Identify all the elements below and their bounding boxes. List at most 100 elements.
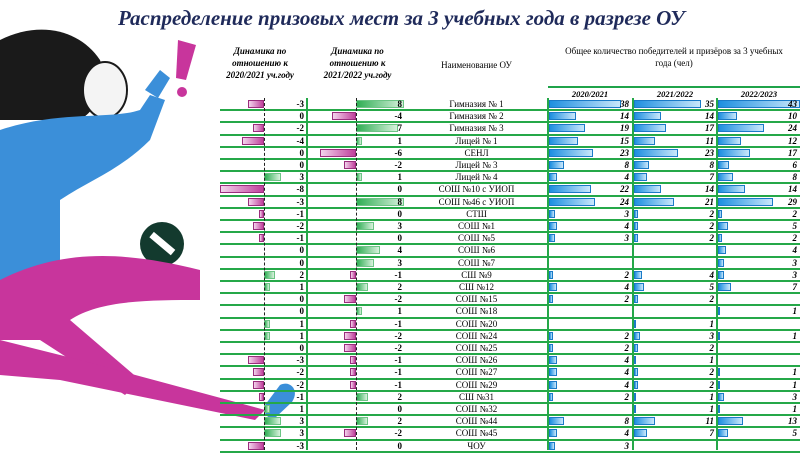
count-value-2020/2021: 8 [624,416,630,427]
count-bar-2020/2021 [549,197,595,206]
count-bar-2022/2023 [718,112,737,121]
dynamics-2020-value: -1 [296,233,305,244]
count-value-2021/2022: 1 [709,355,715,366]
count-bar-2021/2022 [634,295,638,304]
table-row: 2 -1 СШ №9 2 4 3 [220,269,800,281]
row-divider [220,109,800,112]
school-name: СОШ №25 [455,343,498,353]
column-divider [306,98,308,450]
count-value-2022/2023: 5 [792,221,798,231]
header-line: отношению к [329,58,386,68]
dynamics-2020-value: -2 [296,367,305,378]
count-bar-2022/2023 [718,270,724,279]
count-bar-2020/2021 [549,148,593,157]
school-name: СОШ №5 [458,233,495,244]
school-name: СОШ №32 [455,404,498,414]
table-row: 0 -4 Гимназия № 2 14 14 10 [220,110,800,122]
count-bar-2021/2022 [634,417,655,426]
school-name: СОШ №20 [455,318,498,329]
count-bar-2020/2021 [549,100,622,108]
row-divider [220,182,800,185]
school-name: СОШ №18 [455,306,498,317]
dynamics-2020-value: 0 [299,306,305,317]
count-value-2020/2021: 2 [624,269,630,280]
school-name: СШ №31 [459,391,494,402]
dynamics-2020-value: -8 [296,184,305,195]
dynamics-2020-bar [253,124,264,133]
count-value-2022/2023: 2 [792,208,798,219]
count-value-2022/2023: 17 [788,147,797,158]
count-bar-2022/2023 [718,307,720,316]
count-bar-2021/2022 [634,197,674,206]
school-name: СОШ №44 [455,416,498,427]
dynamics-2021-bar [332,112,356,121]
table-row: 0 4 СОШ №6 4 [220,244,800,256]
count-value-2021/2022: 2 [709,367,715,378]
row-divider [220,438,800,441]
count-value-2022/2023: 4 [792,245,798,256]
count-value-2021/2022: 14 [705,184,714,195]
count-bar-2020/2021 [549,136,578,145]
header-school-name: Наименование ОУ [441,60,512,70]
count-value-2021/2022: 2 [709,221,715,231]
table-row: -2 7 Гимназия № 3 19 17 24 [220,122,800,134]
school-name: СТШ [466,208,487,219]
header-total: Общее количество победителей и призёров … [548,45,800,69]
count-value-2020/2021: 4 [624,379,630,390]
dynamics-2020-bar [220,185,264,194]
row-divider [220,341,800,343]
year-header-2021: 2021/2022 [656,89,694,99]
dynamics-2021-bar [350,319,356,328]
count-value-2021/2022: 5 [709,282,715,292]
dynamics-2020-bar [253,222,264,230]
count-bar-2021/2022 [634,112,661,121]
count-value-2020/2021: 4 [624,221,630,231]
school-name: СОШ №6 [458,245,495,256]
dynamics-2020-bar [247,441,264,450]
row-divider [220,414,800,417]
count-bar-2021/2022 [634,331,640,340]
dynamics-2020-bar [258,234,264,243]
count-value-2021/2022: 7 [709,428,715,439]
count-value-2020/2021: 8 [624,160,630,170]
page-title: Распределение призовых мест за 3 учебных… [118,6,685,30]
dynamics-2020-value: 1 [299,318,305,329]
school-name: ЧОУ [467,440,486,451]
row-divider [220,304,800,307]
dynamics-2020-value: -3 [296,440,305,451]
dynamics-2020-bar [258,209,264,218]
year-header-2020: 2020/2021 [571,89,609,99]
zero-axis-dyn1 [264,98,265,450]
header-dynamics-2021: Динамика по отношению к 2021/2022 уч.год… [310,45,405,81]
school-name: Лицей № 3 [455,160,498,170]
count-value-2020/2021: 3 [624,233,630,244]
count-bar-2021/2022 [634,344,638,352]
dynamics-2021-value: 1 [397,135,403,146]
count-bar-2021/2022 [634,234,638,243]
count-bar-2022/2023 [718,258,724,267]
count-bar-2021/2022 [634,368,638,377]
count-value-2022/2023: 10 [788,111,797,122]
row-divider [220,145,800,148]
count-bar-2020/2021 [549,234,555,243]
count-value-2021/2022: 1 [709,318,715,329]
table-row: 3 -2 СОШ №45 4 7 5 [220,427,800,439]
dynamics-2020-bar [247,100,264,108]
column-divider [632,98,634,450]
count-bar-2021/2022 [634,429,648,438]
count-bar-2022/2023 [718,185,745,194]
count-value-2020/2021: 2 [624,294,630,305]
dynamics-2021-value: 0 [397,208,403,219]
count-bar-2021/2022 [634,173,648,182]
dynamics-2021-bar [344,161,356,169]
dynamics-2021-value: -4 [394,111,403,122]
school-name: СОШ №45 [455,428,498,439]
dynamics-2021-value: -1 [394,367,403,378]
dynamics-2020-value: -2 [296,123,305,134]
count-bar-2022/2023 [718,148,751,157]
dynamics-2021-value: 4 [397,245,403,256]
dynamics-2021-value: 8 [397,196,403,207]
dynamics-2020-value: -1 [296,391,305,402]
count-bar-2020/2021 [549,392,553,401]
dynamics-2021-value: -1 [394,379,403,390]
